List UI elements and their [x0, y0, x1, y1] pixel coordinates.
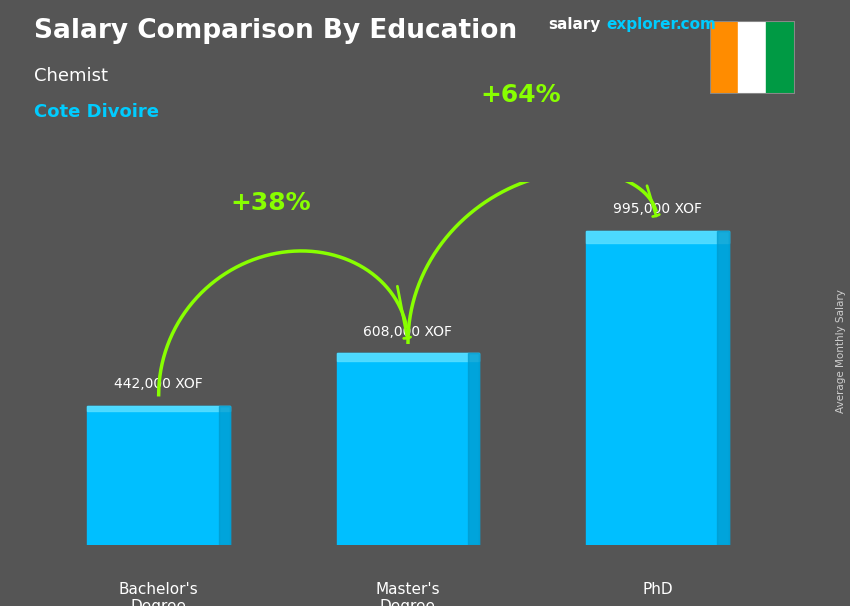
Bar — [337, 353, 479, 545]
Text: +64%: +64% — [480, 83, 560, 107]
Bar — [767, 21, 795, 94]
Bar — [586, 231, 728, 545]
Text: Bachelor's
Degree: Bachelor's Degree — [119, 582, 199, 606]
Bar — [88, 405, 230, 545]
Bar — [738, 21, 767, 94]
Text: Chemist: Chemist — [34, 67, 108, 85]
Bar — [337, 353, 479, 361]
Text: Salary Comparison By Education: Salary Comparison By Education — [34, 18, 517, 44]
Bar — [717, 231, 728, 545]
Bar — [88, 405, 230, 411]
Text: 608,000 XOF: 608,000 XOF — [364, 325, 452, 339]
Bar — [710, 21, 738, 94]
Text: PhD: PhD — [642, 582, 672, 597]
Text: 995,000 XOF: 995,000 XOF — [613, 202, 702, 216]
Text: Cote Divoire: Cote Divoire — [34, 103, 159, 121]
Bar — [218, 405, 230, 545]
Text: Master's
Degree: Master's Degree — [376, 582, 440, 606]
Text: salary: salary — [548, 17, 601, 32]
Text: explorer: explorer — [606, 17, 678, 32]
Text: Average Monthly Salary: Average Monthly Salary — [836, 290, 846, 413]
Bar — [468, 353, 479, 545]
Text: 442,000 XOF: 442,000 XOF — [114, 377, 203, 391]
Text: .com: .com — [676, 17, 717, 32]
Bar — [586, 231, 728, 244]
Text: +38%: +38% — [230, 191, 311, 215]
